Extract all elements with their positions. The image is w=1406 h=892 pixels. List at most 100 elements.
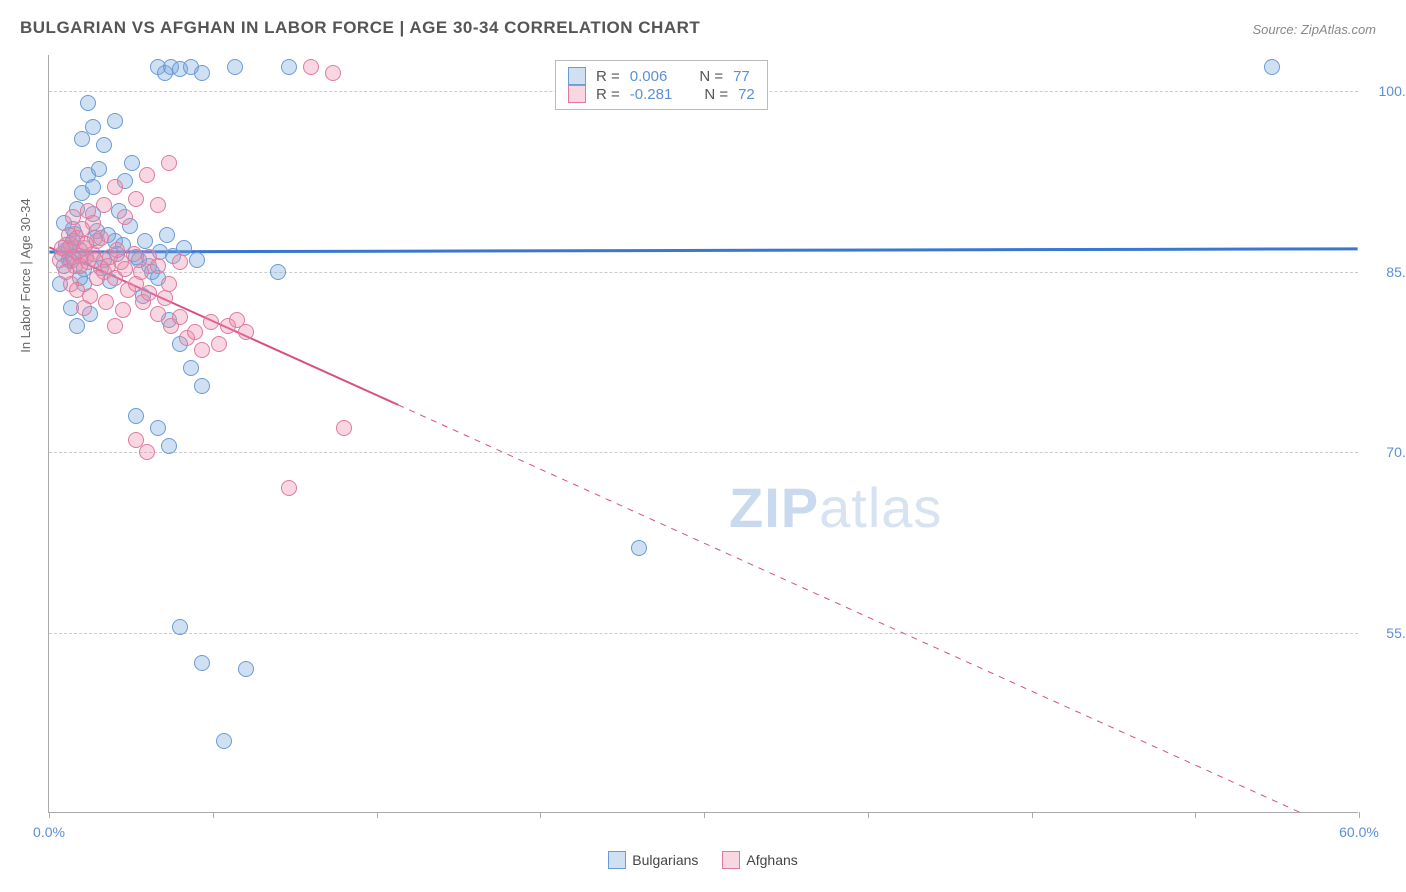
gridline-h [49,272,1358,273]
legend-swatch [568,67,586,85]
x-tick-mark [377,812,378,818]
scatter-point [107,318,123,334]
scatter-point [227,59,243,75]
y-tick-label: 85.0% [1366,264,1406,280]
scatter-point [161,276,177,292]
scatter-point [139,167,155,183]
trend-line-solid [49,249,1357,252]
legend-r-value: -0.281 [630,86,673,103]
scatter-point [631,540,647,556]
scatter-point [150,258,166,274]
scatter-point [115,302,131,318]
watermark: ZIPatlas [729,475,942,540]
scatter-point [336,420,352,436]
scatter-point [303,59,319,75]
scatter-point [109,242,125,258]
scatter-point [100,258,116,274]
legend-item: Afghans [722,851,797,869]
scatter-point [211,336,227,352]
scatter-point [91,161,107,177]
scatter-point [150,420,166,436]
legend-swatch [722,851,740,869]
scatter-point [159,227,175,243]
scatter-point [238,324,254,340]
legend-n-label: N = [704,86,728,103]
scatter-point [216,733,232,749]
legend-n-value: 77 [733,68,750,85]
scatter-point [150,197,166,213]
scatter-point [1264,59,1280,75]
x-tick-mark [868,812,869,818]
scatter-point [139,444,155,460]
x-tick-mark [1032,812,1033,818]
scatter-point [270,264,286,280]
scatter-point [96,137,112,153]
scatter-point [172,309,188,325]
correlation-legend: R = 0.006 N = 77R = -0.281 N = 72 [555,60,768,110]
scatter-point [124,155,140,171]
trend-lines-layer [49,55,1358,812]
scatter-point [72,258,88,274]
scatter-point [126,246,142,262]
gridline-h [49,633,1358,634]
legend-n-value: 72 [738,86,755,103]
scatter-point [161,438,177,454]
scatter-point [98,294,114,310]
scatter-point [281,480,297,496]
watermark-bold: ZIP [729,476,819,539]
chart-title: BULGARIAN VS AFGHAN IN LABOR FORCE | AGE… [20,18,700,38]
x-tick-label: 0.0% [33,824,65,840]
x-tick-mark [540,812,541,818]
legend-r-label: R = [596,68,620,85]
scatter-point [93,230,109,246]
scatter-point [172,619,188,635]
scatter-point [194,378,210,394]
legend-series-name: Afghans [746,852,797,868]
legend-row: R = -0.281 N = 72 [568,85,755,103]
scatter-point [128,408,144,424]
scatter-point [172,254,188,270]
x-tick-mark [1359,812,1360,818]
legend-swatch [608,851,626,869]
scatter-point [238,661,254,677]
y-axis-label: In Labor Force | Age 30-34 [18,198,33,352]
scatter-point [74,131,90,147]
legend-series-name: Bulgarians [632,852,698,868]
legend-r-value: 0.006 [630,68,668,85]
y-tick-label: 100.0% [1366,83,1406,99]
scatter-point [194,65,210,81]
scatter-point [85,179,101,195]
scatter-point [107,179,123,195]
scatter-point [325,65,341,81]
watermark-light: atlas [819,476,942,539]
y-tick-label: 55.0% [1366,625,1406,641]
scatter-point [117,261,133,277]
plot-area: ZIPatlas 55.0%70.0%85.0%100.0%0.0%60.0% [48,55,1358,813]
scatter-point [80,95,96,111]
scatter-point [157,290,173,306]
scatter-point [194,342,210,358]
scatter-point [82,288,98,304]
legend-swatch [568,85,586,103]
scatter-point [141,285,157,301]
legend-item: Bulgarians [608,851,698,869]
source-attribution: Source: ZipAtlas.com [1252,22,1376,37]
x-tick-mark [1195,812,1196,818]
scatter-point [189,252,205,268]
scatter-point [133,264,149,280]
scatter-point [203,314,219,330]
gridline-h [49,452,1358,453]
legend-row: R =0.006N =77 [568,67,755,85]
y-tick-label: 70.0% [1366,444,1406,460]
scatter-point [117,209,133,225]
legend-r-label: R = [596,86,620,103]
x-tick-mark [704,812,705,818]
scatter-point [80,203,96,219]
scatter-point [161,155,177,171]
series-legend: Bulgarians Afghans [0,851,1406,872]
scatter-point [78,236,94,252]
x-tick-mark [213,812,214,818]
x-tick-label: 60.0% [1339,824,1379,840]
scatter-point [128,191,144,207]
chart-container: BULGARIAN VS AFGHAN IN LABOR FORCE | AGE… [0,0,1406,892]
